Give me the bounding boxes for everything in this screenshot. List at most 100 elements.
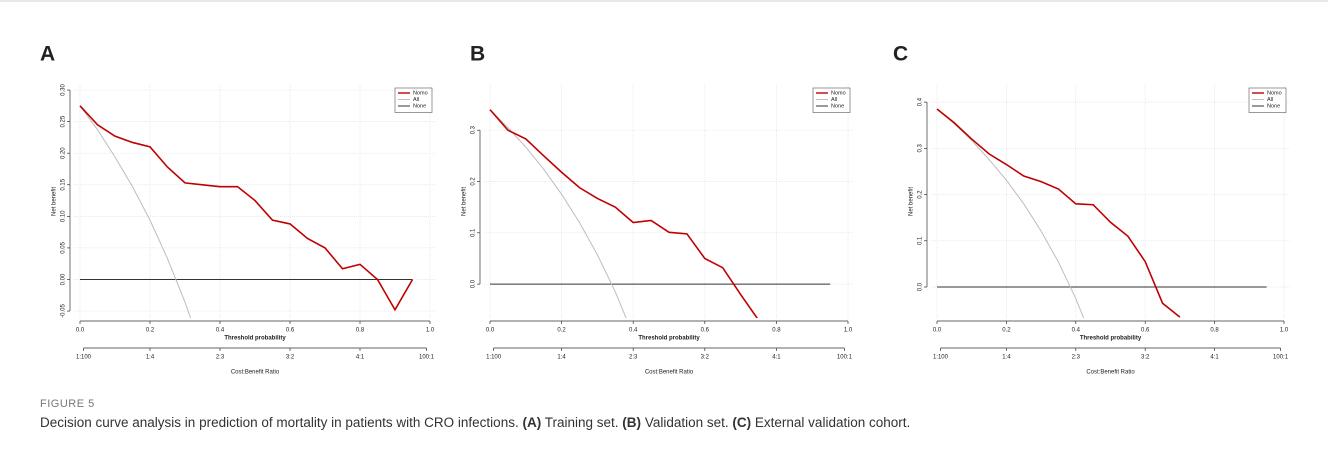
caption-text: External validation cohort.	[754, 415, 911, 430]
x-tick-label: 0.6	[1141, 328, 1150, 334]
line-series	[489, 109, 627, 318]
y-axis-label: Net benefit	[462, 187, 468, 216]
caption-panel: (A)	[522, 415, 542, 430]
x-tick-label: 0.6	[286, 328, 295, 334]
x2-tick-label: 4:1	[772, 355, 781, 361]
y-tick-label: 0.3	[471, 125, 477, 134]
x2-tick-label: 2:3	[629, 355, 638, 361]
x-tick-label: 1.0	[844, 328, 853, 334]
x2-tick-label: 3:2	[701, 355, 710, 361]
y-tick-label: -0.05	[61, 304, 67, 318]
panel-label: B	[470, 43, 485, 66]
y-tick-label: 0.25	[61, 115, 67, 127]
x-tick-label: 0.8	[1210, 328, 1219, 334]
y-tick-label: 0.4	[918, 97, 924, 106]
series-group	[79, 105, 414, 318]
x-tick-label: 0.0	[933, 328, 942, 334]
x-tick-label: 1.0	[1280, 328, 1289, 334]
x-tick-label: 0.2	[1002, 328, 1011, 334]
x2-tick-label: 4:1	[356, 355, 365, 361]
x-tick-label: 0.8	[772, 328, 781, 334]
legend-label: All	[831, 97, 837, 103]
y-tick-label: 0.15	[61, 178, 67, 190]
panel-label: C	[893, 43, 908, 66]
x2-axis-label: Cost:Benefit Ratio	[1086, 370, 1135, 376]
y-tick-label: 0.1	[918, 236, 924, 245]
caption-block: FIGURE 5 Decision curve analysis in pred…	[40, 398, 1300, 430]
caption-panel: (B)	[622, 415, 642, 430]
figure: A -0.05 0.00 0.05 0.10 0.15 0.20 0.25 0.30 Net be…	[0, 0, 1328, 376]
y-tick-label: 0.30	[61, 84, 67, 96]
x-tick-label: 0.4	[1072, 328, 1081, 334]
x-tick-label: 0.2	[146, 328, 155, 334]
x2-tick-label: 1:100	[76, 355, 92, 361]
x2-tick-label: 100:1	[1273, 355, 1289, 361]
y-tick-label: 0.1	[471, 228, 477, 237]
legend-label: Nomo	[1267, 90, 1282, 96]
x2-tick-label: 1:4	[1002, 355, 1011, 361]
panel: B 0.0 0.1 0.2 0.3 Net benefit 0.0 0.2 0.4 0.6 0.8 1…	[462, 43, 854, 376]
y-tick-label: 0.0	[471, 279, 477, 288]
panel-label: A	[40, 43, 55, 66]
series-group	[489, 109, 831, 318]
legend-label: Nomo	[831, 90, 846, 96]
legend-label: None	[413, 103, 426, 109]
x2-tick-label: 1:4	[146, 355, 155, 361]
panel: C 0.0 0.1 0.2 0.3 0.4 Net benefit 0.0 0.2 0.4 0.6 0…	[893, 43, 1290, 376]
x2-axis-label: Cost:Benefit Ratio	[231, 370, 280, 376]
legend-box	[394, 87, 433, 113]
y-tick-label: 0.2	[471, 177, 477, 186]
legend-label: Nomo	[413, 90, 428, 96]
caption-text: Validation set.	[644, 415, 729, 430]
y-tick-label: 0.20	[61, 147, 67, 159]
x-tick-label: 0.4	[629, 328, 638, 334]
x2-tick-label: 2:3	[1072, 355, 1081, 361]
x2-tick-label: 100:1	[837, 355, 853, 361]
x-tick-label: 0.2	[557, 328, 566, 334]
caption-text: Training set.	[544, 415, 619, 430]
series-group	[936, 108, 1267, 318]
y-tick-label: 0.0	[918, 282, 924, 291]
line-series	[936, 108, 1181, 318]
line-series	[936, 108, 1085, 318]
caption-panel: (C)	[732, 415, 752, 430]
x2-tick-label: 1:100	[933, 355, 949, 361]
y-tick-label: 0.3	[918, 144, 924, 153]
panel: A -0.05 0.00 0.05 0.10 0.15 0.20 0.25 0.30 Net be…	[40, 43, 436, 376]
y-tick-label: 0.10	[61, 210, 67, 222]
x2-axis-label: Cost:Benefit Ratio	[645, 370, 694, 376]
x2-tick-label: 3:2	[286, 355, 295, 361]
legend-label: None	[1267, 103, 1280, 109]
x-axis-label: Threshold probability	[1080, 336, 1142, 342]
x2-tick-label: 4:1	[1210, 355, 1219, 361]
x2-tick-label: 2:3	[216, 355, 225, 361]
line-series	[79, 105, 414, 312]
x-axis-label: Threshold probability	[638, 336, 700, 342]
x-tick-label: 1.0	[426, 328, 435, 334]
legend-label: All	[1267, 97, 1273, 103]
line-series	[79, 105, 192, 318]
x2-tick-label: 100:1	[419, 355, 435, 361]
legend-label: None	[831, 103, 844, 109]
x2-tick-label: 3:2	[1141, 355, 1150, 361]
legend-label: All	[413, 97, 419, 103]
y-tick-label: 0.00	[61, 273, 67, 285]
x-axis-label: Threshold probability	[224, 336, 286, 342]
line-series	[489, 109, 759, 318]
x-tick-label: 0.0	[76, 328, 85, 334]
x2-tick-label: 1:4	[557, 355, 566, 361]
y-tick-label: 0.05	[61, 241, 67, 253]
x2-tick-label: 1:100	[486, 355, 502, 361]
legend-box	[812, 87, 851, 113]
x-tick-label: 0.8	[356, 328, 365, 334]
y-axis-label: Net benefit	[909, 187, 915, 216]
y-tick-label: 0.2	[918, 190, 924, 199]
legend-box	[1248, 87, 1287, 113]
x-tick-label: 0.6	[701, 328, 710, 334]
caption: Decision curve analysis in prediction of…	[40, 415, 1300, 430]
x-tick-label: 0.0	[486, 328, 495, 334]
x-tick-label: 0.4	[216, 328, 225, 334]
caption-text: Decision curve analysis in prediction of…	[40, 415, 519, 430]
figure-label: FIGURE 5	[40, 398, 95, 410]
